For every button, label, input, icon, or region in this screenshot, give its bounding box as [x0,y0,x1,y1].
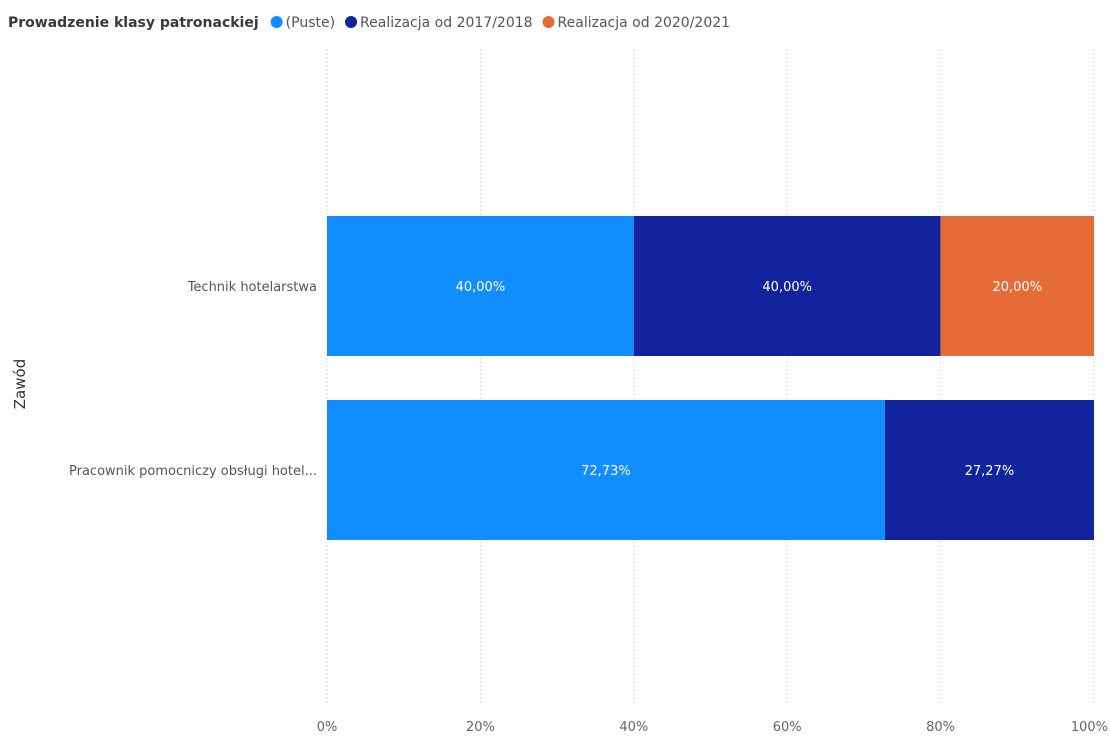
x-tick-label-0: 0% [317,720,338,735]
category-label-1: Pracownik pomocniczy obsługi hotel... [69,464,317,479]
legend-marker-1 [345,16,358,28]
x-tick-label-1: 20% [466,720,495,735]
bar-1-1 [884,400,1094,540]
legend: Prowadzenie klasy patronackiej (Puste) Re… [8,15,730,31]
category-labels: Technik hotelarstwa Pracownik pomocniczy … [69,280,317,479]
legend-label-0: (Puste) [286,15,335,31]
data-label-1-0: 72,73% [581,464,631,479]
legend-title: Prowadzenie klasy patronackiej [8,15,259,31]
gridlines [326,50,1095,706]
category-label-0: Technik hotelarstwa [187,280,317,295]
x-tick-label-5: 100% [1071,720,1108,735]
legend-marker-2 [542,16,555,28]
data-label-1-1: 27,27% [965,464,1015,479]
legend-label-1: Realizacja od 2017/2018 [360,15,533,31]
x-tick-label-3: 60% [773,720,802,735]
bar-0-2 [940,216,1094,356]
data-label-0-2: 20,00% [993,280,1043,295]
bar-1-0 [327,400,885,540]
data-label-0-0: 40,00% [456,280,506,295]
bars: 40,00% 40,00% 20,00% 72,73% 27,27% [327,216,1094,540]
bar-0-1 [633,216,941,356]
data-label-0-1: 40,00% [762,280,812,295]
x-tick-label-4: 80% [926,720,955,735]
legend-label-2: Realizacja od 2020/2021 [558,15,731,31]
x-axis-ticks: 0% 20% 40% 60% 80% 100% [317,720,1108,735]
y-axis-title: Zawód [11,359,29,409]
legend-marker-0 [270,16,283,28]
x-tick-label-2: 40% [619,720,648,735]
bar-0-0 [327,216,634,356]
